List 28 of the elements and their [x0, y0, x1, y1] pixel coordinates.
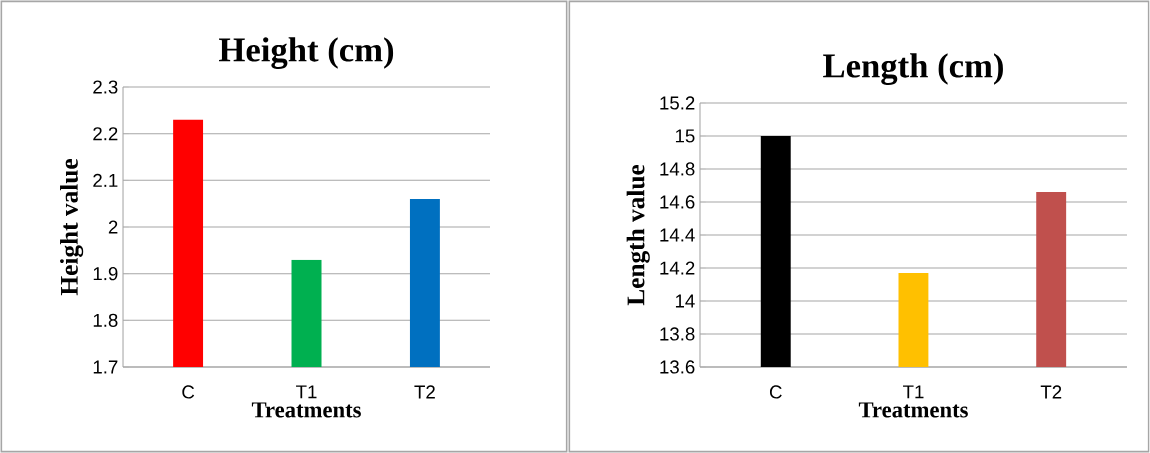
x-axis-title: Treatments — [858, 402, 968, 418]
chart-title: Length (cm) — [823, 53, 1003, 85]
y-tick-label: 14.6 — [660, 195, 695, 209]
x-tick-label: T2 — [1040, 385, 1062, 399]
y-tick-label: 2.1 — [93, 173, 118, 187]
y-tick-label: 13.6 — [660, 360, 695, 374]
y-tick-label: 2.3 — [93, 80, 118, 94]
y-tick-label: 13.8 — [660, 327, 695, 341]
y-tick-label: 14 — [675, 294, 695, 308]
y-tick-label: 14.4 — [660, 228, 695, 242]
y-tick-label: 1.7 — [93, 360, 118, 374]
y-axis-title: Length value — [626, 164, 650, 306]
x-tick-label: C — [182, 385, 195, 399]
y-tick-label: 2.2 — [93, 127, 118, 141]
x-tick-label: T2 — [414, 385, 435, 399]
x-axis-title: Treatments — [251, 402, 361, 418]
y-tick-label: 14.2 — [660, 261, 695, 275]
x-tick-label: C — [769, 385, 782, 399]
y-tick-label: 1.8 — [93, 313, 118, 327]
y-tick-label: 2 — [108, 220, 118, 234]
y-tick-label: 15 — [675, 129, 695, 143]
y-tick-label: 1.9 — [93, 267, 118, 281]
chart-title: Height (cm) — [219, 37, 394, 69]
y-axis-title: Height value — [60, 159, 84, 296]
y-tick-label: 15.2 — [660, 96, 695, 110]
y-tick-label: 14.8 — [660, 162, 695, 176]
x-tick-label: T1 — [903, 385, 924, 399]
x-tick-label: T1 — [296, 385, 317, 399]
